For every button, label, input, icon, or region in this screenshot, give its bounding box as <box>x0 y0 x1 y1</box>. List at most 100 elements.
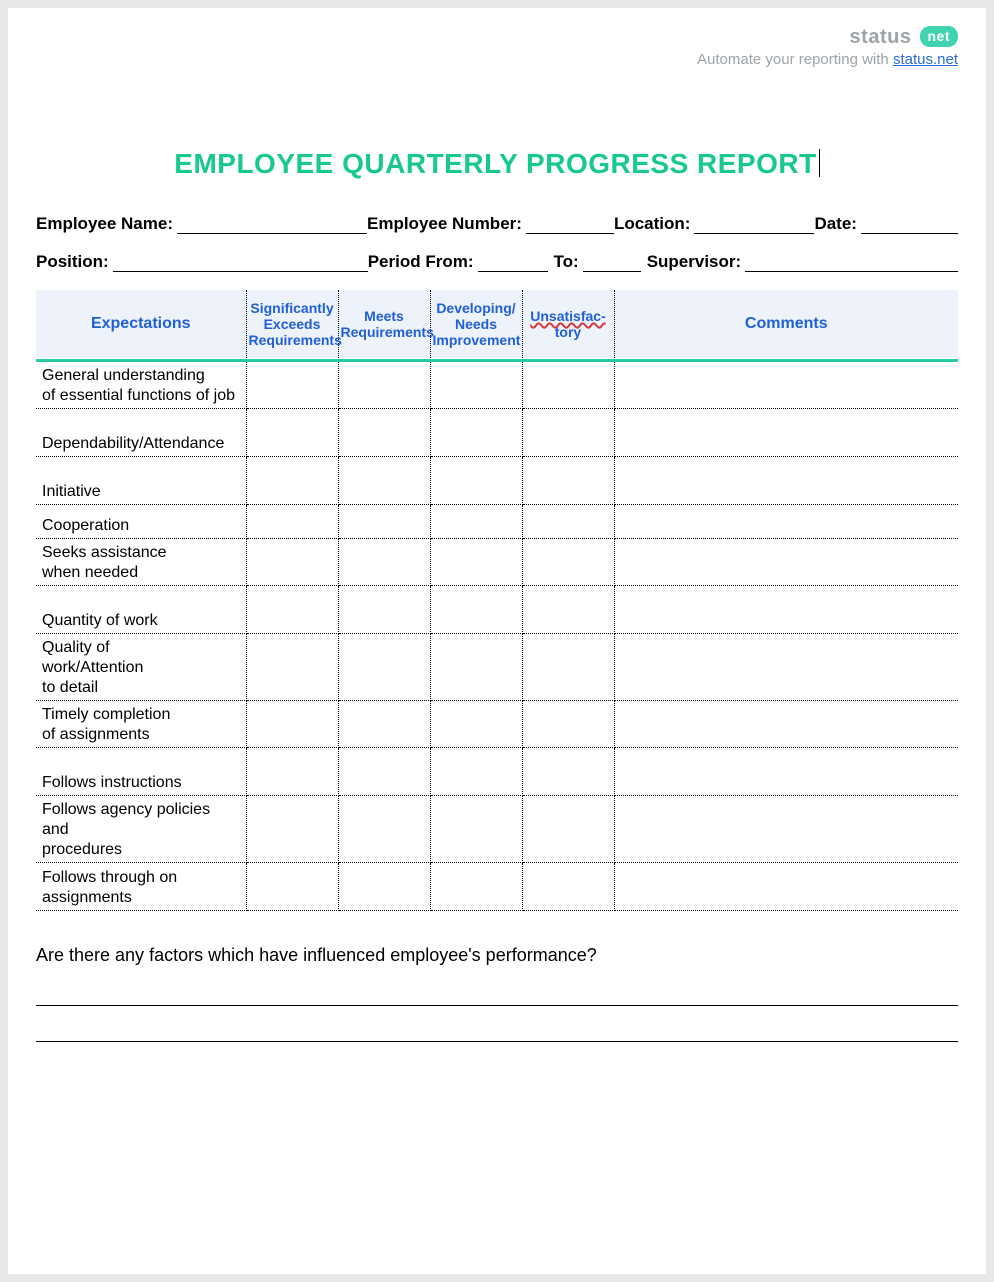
rating-cell[interactable] <box>522 863 614 911</box>
factors-blank-2[interactable] <box>36 1020 958 1042</box>
rating-cell[interactable] <box>430 505 522 539</box>
factors-blank-1[interactable] <box>36 984 958 1006</box>
blank-supervisor[interactable] <box>745 254 958 272</box>
blank-employee-number[interactable] <box>526 216 614 234</box>
rating-cell[interactable] <box>430 409 522 457</box>
label-employee-number: Employee Number: <box>367 214 522 234</box>
rating-cell[interactable] <box>430 748 522 796</box>
brand-logo: status net <box>36 26 958 49</box>
rating-cell[interactable] <box>338 505 430 539</box>
rating-cell[interactable] <box>430 796 522 863</box>
rating-cell[interactable] <box>522 409 614 457</box>
comments-cell[interactable] <box>614 863 958 911</box>
rating-cell[interactable] <box>338 539 430 586</box>
table-row: General understanding of essential funct… <box>36 362 958 409</box>
rating-cell[interactable] <box>246 539 338 586</box>
rating-cell[interactable] <box>246 634 338 701</box>
rating-cell[interactable] <box>522 539 614 586</box>
th-unsat-a: Unsatisfac- <box>530 308 605 324</box>
brand-block: status net Automate your reporting with … <box>36 26 958 68</box>
label-date: Date: <box>814 214 857 234</box>
brand-link[interactable]: status.net <box>893 51 958 68</box>
blank-period-from[interactable] <box>478 254 548 272</box>
blank-date[interactable] <box>861 216 958 234</box>
comments-cell[interactable] <box>614 748 958 796</box>
table-row: Timely completion of assignments <box>36 701 958 748</box>
rating-cell[interactable] <box>246 586 338 634</box>
rating-cell[interactable] <box>246 505 338 539</box>
table-row: Cooperation <box>36 505 958 539</box>
rating-cell[interactable] <box>246 863 338 911</box>
th-meets-text: Meets Requirements <box>341 308 428 340</box>
rating-cell[interactable] <box>246 362 338 409</box>
rating-cell[interactable] <box>522 748 614 796</box>
rating-cell[interactable] <box>246 457 338 505</box>
blank-position[interactable] <box>113 254 368 272</box>
rating-cell[interactable] <box>522 362 614 409</box>
rating-cell[interactable] <box>338 748 430 796</box>
rating-cell[interactable] <box>246 409 338 457</box>
rating-cell[interactable] <box>522 796 614 863</box>
form-header: Employee Name: Employee Number: Location… <box>36 214 958 272</box>
table-header-row: Expectations Significantly Exceeds Requi… <box>36 290 958 358</box>
brand-tagline-prefix: Automate your reporting with <box>697 51 893 68</box>
rating-cell[interactable] <box>430 362 522 409</box>
table-row: Initiative <box>36 457 958 505</box>
table-row: Seeks assistance when needed <box>36 539 958 586</box>
rating-cell[interactable] <box>430 701 522 748</box>
th-unsat-b: tory <box>555 324 581 340</box>
label-location: Location: <box>614 214 691 234</box>
blank-employee-name[interactable] <box>177 216 367 234</box>
rating-cell[interactable] <box>338 796 430 863</box>
document-page: status net Automate your reporting with … <box>8 8 986 1274</box>
rating-cell[interactable] <box>246 701 338 748</box>
rating-cell[interactable] <box>338 362 430 409</box>
table-row: Follows through on assignments <box>36 863 958 911</box>
comments-cell[interactable] <box>614 457 958 505</box>
table-row: Quality of work/Attention to detail <box>36 634 958 701</box>
rating-cell[interactable] <box>522 457 614 505</box>
comments-cell[interactable] <box>614 796 958 863</box>
rating-cell[interactable] <box>522 634 614 701</box>
rating-cell[interactable] <box>522 505 614 539</box>
rating-cell[interactable] <box>246 748 338 796</box>
rating-cell[interactable] <box>338 409 430 457</box>
comments-cell[interactable] <box>614 362 958 409</box>
rating-cell[interactable] <box>338 701 430 748</box>
title-text: EMPLOYEE QUARTERLY PROGRESS REPORT <box>174 148 816 179</box>
expectation-cell: Seeks assistance when needed <box>36 539 246 586</box>
comments-cell[interactable] <box>614 539 958 586</box>
rating-cell[interactable] <box>338 586 430 634</box>
rating-cell[interactable] <box>430 634 522 701</box>
table-row: Follows agency policies and procedures <box>36 796 958 863</box>
rating-cell[interactable] <box>338 863 430 911</box>
comments-cell[interactable] <box>614 586 958 634</box>
blank-location[interactable] <box>694 216 814 234</box>
comments-cell[interactable] <box>614 409 958 457</box>
expectation-cell: Follows instructions <box>36 748 246 796</box>
rating-cell[interactable] <box>430 863 522 911</box>
rating-cell[interactable] <box>430 457 522 505</box>
rating-cell[interactable] <box>338 457 430 505</box>
label-to: To: <box>554 252 579 272</box>
blank-to[interactable] <box>583 254 641 272</box>
rating-cell[interactable] <box>522 586 614 634</box>
table-row: Follows instructions <box>36 748 958 796</box>
comments-cell[interactable] <box>614 505 958 539</box>
th-unsatisfactory: Unsatisfac- tory <box>522 290 614 358</box>
th-developing-text: Developing/ Needs Improvement <box>433 300 520 348</box>
form-row-1: Employee Name: Employee Number: Location… <box>36 214 958 234</box>
expectation-cell: Follows agency policies and procedures <box>36 796 246 863</box>
text-cursor <box>819 149 820 177</box>
factors-question: Are there any factors which have influen… <box>36 945 958 966</box>
rating-cell[interactable] <box>338 634 430 701</box>
table-row: Dependability/Attendance <box>36 409 958 457</box>
expectation-cell: Dependability/Attendance <box>36 409 246 457</box>
rating-cell[interactable] <box>430 586 522 634</box>
rating-cell[interactable] <box>246 796 338 863</box>
comments-cell[interactable] <box>614 634 958 701</box>
rating-cell[interactable] <box>522 701 614 748</box>
rating-cell[interactable] <box>430 539 522 586</box>
expectation-cell: Timely completion of assignments <box>36 701 246 748</box>
comments-cell[interactable] <box>614 701 958 748</box>
